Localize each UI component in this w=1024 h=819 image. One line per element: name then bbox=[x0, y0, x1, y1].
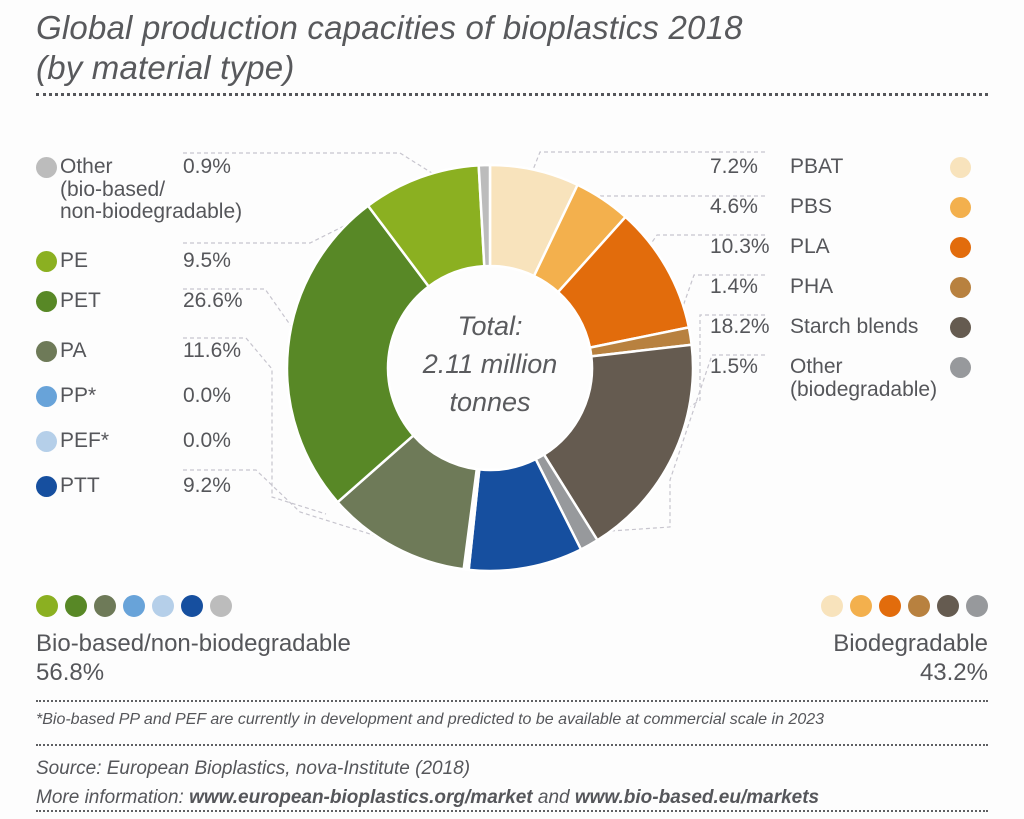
donut-chart bbox=[285, 163, 695, 573]
group-summary-biodegradable: Biodegradable 43.2% bbox=[821, 595, 988, 687]
leader-line-other_bio bbox=[565, 354, 765, 535]
group-label-biodegradable: Biodegradable bbox=[833, 630, 988, 657]
group-pct-biodegradable: 43.2% bbox=[919, 659, 988, 687]
leader-line-pbat bbox=[517, 151, 765, 209]
group-summary-bio-based: Bio-based/non-biodegradable 56.8% bbox=[36, 595, 351, 687]
group-dot-pp bbox=[123, 595, 145, 617]
title-divider bbox=[36, 93, 988, 96]
more-info-line: More information: www.european-bioplasti… bbox=[36, 784, 819, 813]
leader-line-ptt bbox=[183, 469, 419, 550]
page-title-line1: Global production capacities of bioplast… bbox=[36, 9, 743, 46]
group-dot-pha bbox=[908, 595, 930, 617]
donut-center-label: Total: 2.11 million tonnes bbox=[380, 308, 600, 421]
leader-line-pe bbox=[183, 218, 359, 244]
group-dot-other_bio bbox=[966, 595, 988, 617]
donut-slice-other_bb bbox=[477, 163, 492, 268]
group-dot-pe bbox=[36, 595, 58, 617]
group-dot-pa bbox=[94, 595, 116, 617]
donut-slice-pet bbox=[285, 203, 431, 504]
donut-slice-starch bbox=[542, 343, 695, 542]
group-label-bio-based: Bio-based/non-biodegradable bbox=[36, 630, 351, 657]
leader-line-pet bbox=[183, 288, 299, 337]
more-info-prefix: More information: bbox=[36, 786, 190, 808]
leader-line-pha bbox=[667, 274, 765, 350]
group-dots-bio-based bbox=[36, 595, 351, 617]
page-title-line2: (by material type) bbox=[36, 48, 295, 86]
group-dot-ptt bbox=[181, 595, 203, 617]
bottom-divider bbox=[36, 810, 988, 812]
footnote: *Bio-based PP and PEF are currently in d… bbox=[36, 700, 988, 746]
link-european-bioplastics[interactable]: www.european-bioplastics.org/market bbox=[189, 786, 533, 808]
leader-line-pa bbox=[183, 337, 327, 515]
leader-line-other_bb bbox=[183, 152, 471, 198]
group-dot-pef bbox=[152, 595, 174, 617]
group-dots-biodegradable bbox=[821, 595, 988, 617]
group-dot-pbat bbox=[821, 595, 843, 617]
group-dot-pbs bbox=[850, 595, 872, 617]
leader-line-pla bbox=[629, 234, 765, 275]
group-dot-pla bbox=[879, 595, 901, 617]
group-dot-pet bbox=[65, 595, 87, 617]
center-label-line1: Total: bbox=[457, 311, 523, 341]
more-info-and: and bbox=[532, 786, 575, 808]
center-label-line3: tonnes bbox=[449, 386, 531, 417]
leader-line-starch bbox=[662, 314, 765, 426]
source-line: Source: European Bioplastics, nova-Insti… bbox=[36, 758, 471, 779]
group-dot-starch bbox=[937, 595, 959, 617]
center-label-line2: 2.11 million bbox=[422, 348, 558, 379]
page-title: Global production capacities of bioplast… bbox=[36, 8, 936, 87]
group-dot-other_bb bbox=[210, 595, 232, 617]
group-pct-bio-based: 56.8% bbox=[36, 659, 105, 687]
source-block: Source: European Bioplastics, nova-Insti… bbox=[36, 755, 819, 812]
link-bio-based[interactable]: www.bio-based.eu/markets bbox=[574, 786, 820, 808]
